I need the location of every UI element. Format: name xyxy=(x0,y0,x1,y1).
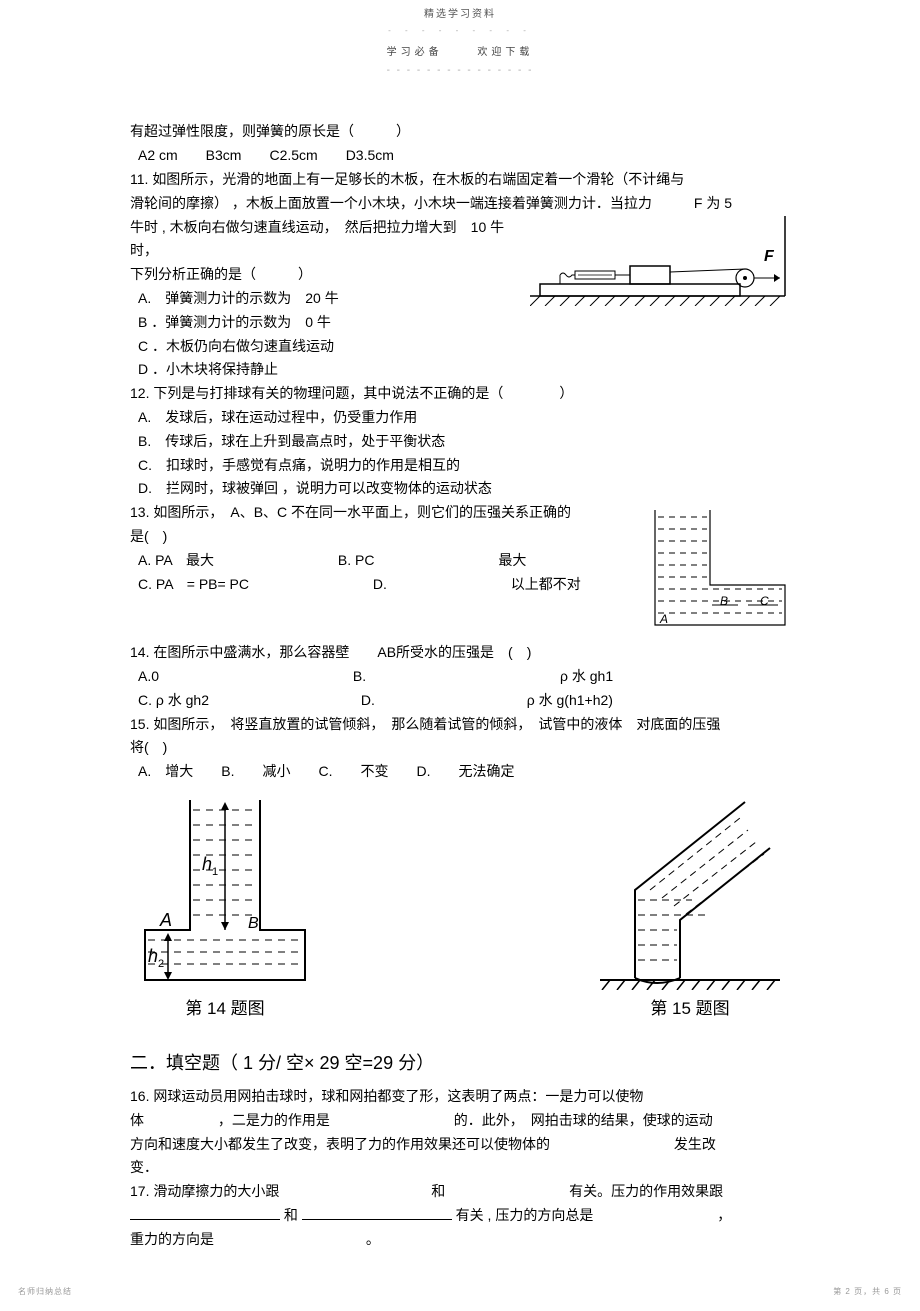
q16-l3: 方向和速度大小都发生了改变，表明了力的作用效果还可以使物体的 发生改 xyxy=(130,1133,790,1157)
section-2-title: 二．填空题（ 1 分/ 空× 29 空=29 分） xyxy=(130,1047,790,1079)
q12-c: C. 扣球时，手感觉有点痛，说明力的作用是相互的 xyxy=(130,454,790,478)
q15-svg xyxy=(590,790,790,990)
q10-options: A2 cm B3cm C2.5cm D3.5cm xyxy=(130,144,790,168)
svg-text:A: A xyxy=(159,910,172,930)
q17-l3: 重力的方向是 。 xyxy=(130,1228,790,1252)
q16-l3a: 方向和速度大小都发生了改变，表明了力的作用效果还可以使物体的 xyxy=(130,1136,550,1152)
q10-stem: 有超过弹性限度，则弹簧的原长是（ ） xyxy=(130,120,790,144)
sub-header-left: 学习必备 xyxy=(387,47,443,58)
q12-stem: 12. 下列是与打排球有关的物理问题，其中说法不正确的是（ ） xyxy=(130,382,790,406)
q17-l1b: 和 xyxy=(431,1183,445,1199)
content-area: 有超过弹性限度，则弹簧的原长是（ ） A2 cm B3cm C2.5cm D3.… xyxy=(0,120,920,1251)
dots-divider: - - - - - - - - - xyxy=(0,24,920,38)
dash-divider: - - - - - - - - - - - - - - - xyxy=(0,62,920,80)
q16-l4: 变． xyxy=(130,1156,790,1180)
q14-d2: ρ 水 g(h1+h2) xyxy=(527,692,613,708)
q16-l1: 16. 网球运动员用网拍击球时，球和网拍都变了形，这表明了两点：一是力可以使物 xyxy=(130,1085,790,1109)
q14-ab: A.0 B. ρ 水 gh1 xyxy=(130,665,790,689)
q17-l2b: 有关 , 压力的方向总是 xyxy=(456,1207,594,1223)
svg-text:2: 2 xyxy=(158,958,164,970)
q16-l2a: 体 xyxy=(130,1112,144,1128)
q17-l3a: 重力的方向是 xyxy=(130,1231,214,1247)
page-top-subtitle: 精选学习资料 xyxy=(0,0,920,24)
q13-b2: 最大 xyxy=(498,552,526,568)
q17-l1c: 有关。压力的作用效果跟 xyxy=(569,1183,723,1199)
q16-l2: 体 ，二是力的作用是 的．此外， 网拍击球的结果，使球的运动 xyxy=(130,1109,790,1133)
svg-text:B: B xyxy=(720,594,728,608)
q13-d2: 以上都不对 xyxy=(511,576,581,592)
figure-row: h1 A B h2 第 14 题图 xyxy=(130,790,790,1025)
svg-text:C: C xyxy=(760,594,769,608)
q14-svg: h1 A B h2 xyxy=(130,790,320,990)
q12-a: A. 发球后，球在运动过程中，仍受重力作用 xyxy=(130,406,790,430)
q17-l2c: ， xyxy=(717,1207,731,1223)
sub-header-right: 欢迎下载 xyxy=(477,47,533,58)
q13-c: C. PA = PB= PC xyxy=(138,576,249,592)
q14-a: A.0 xyxy=(138,668,159,684)
svg-text:F: F xyxy=(764,248,775,265)
caption-q14: 第 14 题图 xyxy=(130,994,320,1025)
figure-pulley: F xyxy=(530,216,790,306)
pulley-svg: F xyxy=(530,216,790,306)
q11-b: B ．弹簧测力计的示数为 0 牛 xyxy=(130,311,790,335)
figure-q14: h1 A B h2 第 14 题图 xyxy=(130,790,320,1025)
q17-l2a: 和 xyxy=(284,1207,298,1223)
q14-b: B. xyxy=(353,668,366,684)
q13-b: B. PC xyxy=(338,552,375,568)
q13-a: A. PA 最大 xyxy=(138,552,214,568)
q17-l1: 17. 滑动摩擦力的大小跟 和 有关。压力的作用效果跟 xyxy=(130,1180,790,1204)
svg-text:A: A xyxy=(659,612,668,626)
q12-b: B. 传球后，球在上升到最高点时，处于平衡状态 xyxy=(130,430,790,454)
caption-q15: 第 15 题图 xyxy=(590,994,790,1025)
footer-right: 第 2 页，共 6 页 xyxy=(833,1285,902,1299)
footer-left: 名师归纳总结 xyxy=(18,1285,72,1299)
q14-b2: ρ 水 gh1 xyxy=(560,668,613,684)
q11-l2: 滑轮间的摩擦） ，木板上面放置一个小木块，小木块一端连接着弹簧测力计．当拉力 F… xyxy=(130,192,790,216)
q17-l1a: 17. 滑动摩擦力的大小跟 xyxy=(130,1183,279,1199)
q15-opts: A. 增大 B. 减小 C. 不变 D. 无法确定 xyxy=(130,760,790,784)
q16-l2c: 的．此外， 网拍击球的结果，使球的运动 xyxy=(454,1112,713,1128)
q14-d: D. xyxy=(361,692,375,708)
q16-l2b: ，二是力的作用是 xyxy=(218,1112,330,1128)
svg-text:h: h xyxy=(202,854,212,874)
blank-2 xyxy=(302,1206,452,1220)
q13-d: D. xyxy=(373,576,387,592)
svg-text:B: B xyxy=(248,915,259,932)
q11-c: C ．木板仍向右做匀速直线运动 xyxy=(130,335,790,359)
svg-text:1: 1 xyxy=(212,866,218,878)
q16-l3b: 发生改 xyxy=(674,1136,716,1152)
blank-1 xyxy=(130,1206,280,1220)
q17-l3b: 。 xyxy=(366,1231,380,1247)
sub-header: 学习必备 欢迎下载 xyxy=(0,38,920,62)
figure-container: A B C xyxy=(650,505,790,635)
figure-q15: 第 15 题图 xyxy=(590,790,790,1025)
q17-l2: 和 有关 , 压力的方向总是 ， xyxy=(130,1204,790,1228)
q15-l1: 15. 如图所示， 将竖直放置的试管倾斜， 那么随着试管的倾斜， 试管中的液体 … xyxy=(130,713,790,737)
q14-cd: C. ρ 水 gh2 D. ρ 水 g(h1+h2) xyxy=(130,689,790,713)
q15-l2: 将( ) xyxy=(130,736,790,760)
svg-text:h: h xyxy=(148,946,158,966)
q14-stem: 14. 在图所示中盛满水，那么容器壁 AB所受水的压强是 ( ) xyxy=(130,641,790,665)
q11-d: D ．小木块将保持静止 xyxy=(130,358,790,382)
q14-c: C. ρ 水 gh2 xyxy=(138,692,209,708)
container-svg: A B C xyxy=(650,505,790,635)
q12-d: D. 拦网时，球被弹回 ，说明力可以改变物体的运动状态 xyxy=(130,477,790,501)
q11-l1: 11. 如图所示，光滑的地面上有一足够长的木板，在木板的右端固定着一个滑轮（不计… xyxy=(130,168,790,192)
